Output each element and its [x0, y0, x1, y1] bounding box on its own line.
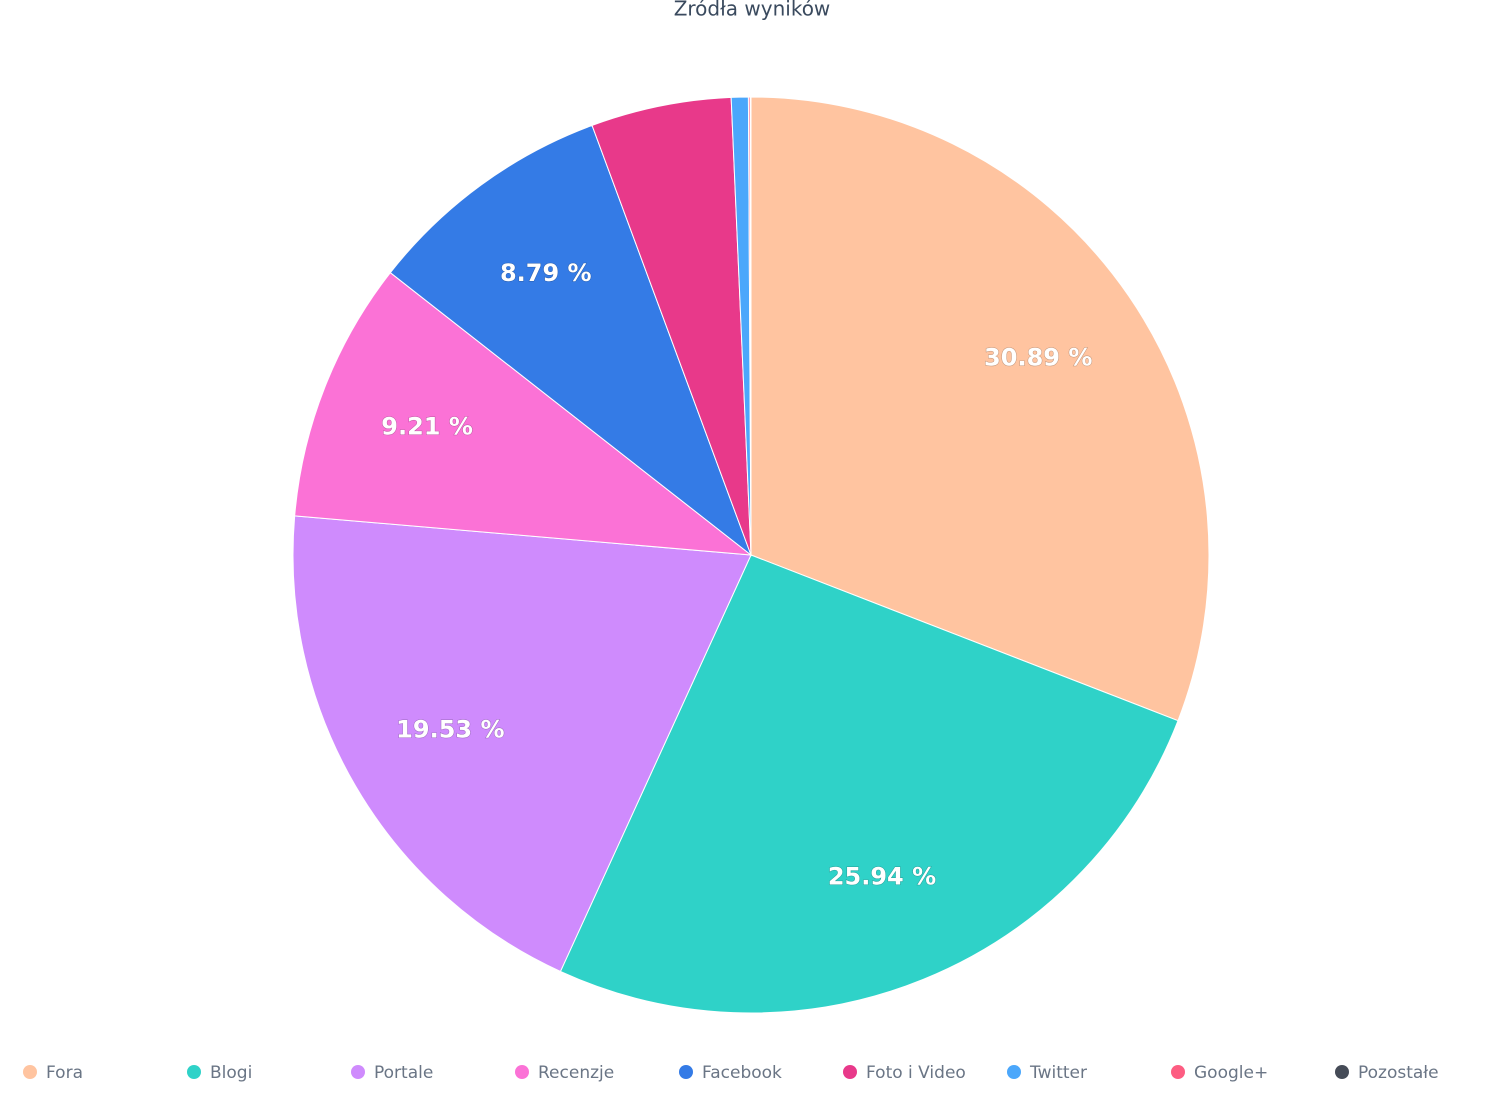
- legend-label[interactable]: Foto i Video: [866, 1063, 966, 1083]
- pie-slice: [389, 124, 753, 557]
- slice-label: 25.94 %: [828, 862, 936, 890]
- pie-slice: [294, 271, 753, 556]
- pie-slice: [292, 515, 752, 973]
- legend-swatch[interactable]: [515, 1065, 529, 1079]
- legend-swatch[interactable]: [1335, 1065, 1349, 1079]
- legend-swatch[interactable]: [187, 1065, 201, 1079]
- legend-label[interactable]: Facebook: [702, 1063, 782, 1083]
- legend-label[interactable]: Recenzje: [538, 1063, 614, 1083]
- legend-swatch[interactable]: [843, 1065, 857, 1079]
- slice-label: 9.21 %: [381, 413, 473, 441]
- slice-label: 19.53 %: [396, 715, 504, 743]
- chart-title: Źródła wyników: [674, 0, 831, 21]
- legend-label[interactable]: Google+: [1194, 1063, 1268, 1083]
- legend-swatch[interactable]: [23, 1065, 37, 1079]
- legend-swatch[interactable]: [351, 1065, 365, 1079]
- slice-label: 8.79 %: [500, 259, 592, 287]
- slice-label: 30.89 %: [984, 343, 1092, 371]
- pie-slice: [749, 96, 752, 556]
- legend-swatch[interactable]: [1007, 1065, 1021, 1079]
- legend-swatch[interactable]: [679, 1065, 693, 1079]
- legend-label[interactable]: Blogi: [210, 1063, 252, 1083]
- legend-label[interactable]: Portale: [374, 1063, 433, 1083]
- legend-label[interactable]: Twitter: [1029, 1063, 1087, 1083]
- pie-slice: [559, 554, 1179, 1014]
- legend-swatch[interactable]: [1171, 1065, 1185, 1079]
- legend-label[interactable]: Pozostałe: [1358, 1063, 1439, 1083]
- pie-slice: [750, 96, 1210, 722]
- legend-label[interactable]: Fora: [46, 1063, 83, 1083]
